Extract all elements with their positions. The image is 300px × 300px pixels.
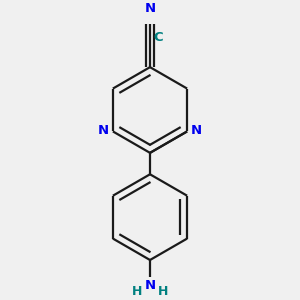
Text: N: N [144, 279, 156, 292]
Text: H: H [132, 285, 142, 298]
Text: H: H [158, 285, 168, 298]
Text: C: C [153, 31, 163, 44]
Text: N: N [144, 2, 156, 15]
Text: N: N [98, 124, 109, 137]
Text: N: N [191, 124, 202, 137]
